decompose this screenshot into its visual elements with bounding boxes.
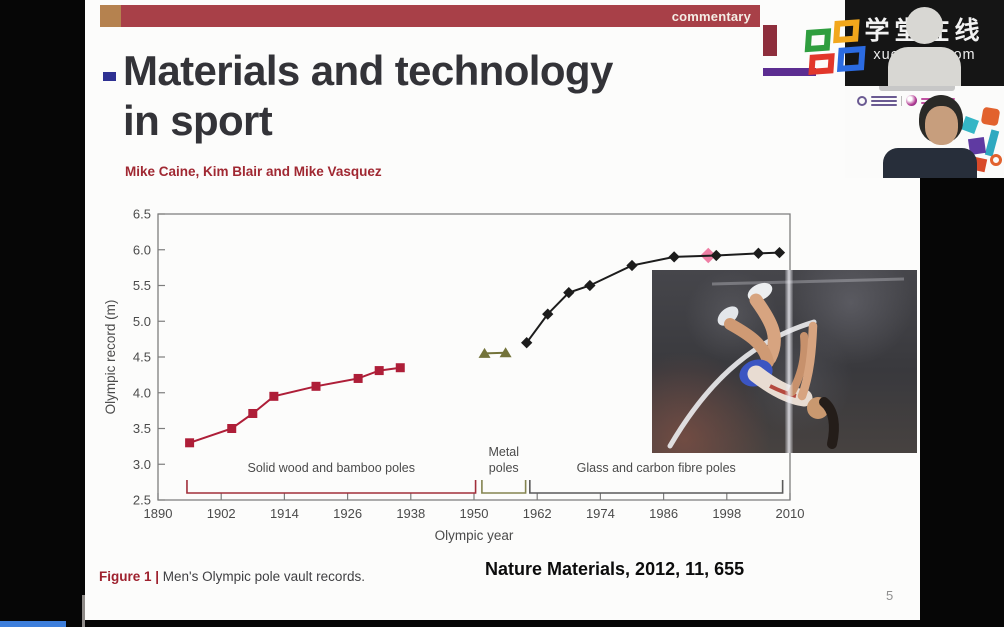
- commentary-label: commentary: [671, 8, 751, 24]
- svg-text:1902: 1902: [207, 506, 236, 521]
- title-bullet-dash: [103, 72, 116, 81]
- university-wordmark-icon: [871, 95, 897, 106]
- svg-text:1926: 1926: [333, 506, 362, 521]
- svg-text:3.0: 3.0: [133, 457, 151, 472]
- slide-shadow-edge: [82, 595, 85, 627]
- conference-logo-icon: [906, 95, 917, 106]
- svg-text:1986: 1986: [649, 506, 678, 521]
- svg-text:4.0: 4.0: [133, 385, 151, 400]
- presenter-face: [925, 106, 958, 145]
- xuetangx-logo-blue-tile: [836, 45, 866, 72]
- svg-text:1974: 1974: [586, 506, 615, 521]
- svg-text:1962: 1962: [523, 506, 552, 521]
- page-title-line2: in sport: [123, 97, 273, 144]
- svg-text:5.0: 5.0: [133, 314, 151, 329]
- svg-text:poles: poles: [489, 461, 519, 475]
- xuetangx-logo-green-tile: [804, 28, 832, 53]
- avatar-silhouette-icon: [906, 7, 943, 44]
- presenter-video-feed[interactable]: [845, 86, 1004, 178]
- commentary-banner: commentary: [100, 5, 760, 27]
- svg-text:Solid wood and bamboo poles: Solid wood and bamboo poles: [248, 461, 415, 475]
- page-title: Materials and technology in sport: [123, 46, 613, 146]
- pole-vaulter-figure: [667, 277, 905, 449]
- journal-reference: Nature Materials, 2012, 11, 655: [485, 559, 745, 579]
- logo-separator: [901, 95, 902, 106]
- video-watermark-panel: 学堂在线 xuetangx.com: [845, 0, 1004, 86]
- x-axis: 1890 1902 1914 1926 1938 1950 1962 1974 1986 1998…: [144, 493, 805, 543]
- svg-text:6.0: 6.0: [133, 242, 151, 257]
- svg-text:4.5: 4.5: [133, 350, 151, 365]
- banner-corner-chip: [763, 25, 777, 56]
- svg-text:Glass and carbon fibre poles: Glass and carbon fibre poles: [577, 461, 736, 475]
- presenter-shoulders: [883, 148, 977, 178]
- svg-text:1950: 1950: [460, 506, 489, 521]
- svg-text:1890: 1890: [144, 506, 173, 521]
- y-axis: 2.5 3.0 3.5 4.0 4.5 5.0 5.5 6.0 6.5 Olympic recor…: [103, 207, 165, 508]
- authors-line: Mike Caine, Kim Blair and Mike Vasquez: [125, 164, 382, 179]
- vault-standard-post: [785, 270, 793, 453]
- video-handle-pill: [879, 86, 955, 91]
- figure-caption-text: Men's Olympic pole vault records.: [159, 569, 365, 584]
- figure-caption-label: Figure 1 |: [99, 569, 160, 584]
- backdrop-graphic-shape: [980, 106, 1001, 127]
- slide-page-number: 5: [886, 588, 894, 603]
- purple-accent-bar: [763, 68, 816, 76]
- svg-text:5.5: 5.5: [133, 278, 151, 293]
- xuetangx-logo-red-tile: [808, 53, 835, 75]
- series-square: [185, 363, 405, 448]
- svg-text:6.5: 6.5: [133, 207, 151, 222]
- svg-text:2010: 2010: [776, 506, 805, 521]
- backdrop-graphic-shape: [961, 116, 979, 134]
- banner-tan-square: [100, 5, 121, 27]
- series-triangle: [478, 347, 512, 358]
- figure-caption: Figure 1 | Men's Olympic pole vault reco…: [99, 569, 365, 584]
- pole-vaulter-photo: [652, 270, 917, 453]
- page-title-line1: Materials and technology: [123, 47, 613, 94]
- webcam-overlay[interactable]: 学堂在线 xuetangx.com: [845, 0, 1004, 178]
- university-seal-icon: [857, 95, 867, 106]
- svg-text:2.5: 2.5: [133, 493, 151, 508]
- svg-text:1998: 1998: [712, 506, 741, 521]
- backdrop-graphic-shape: [990, 154, 1002, 166]
- x-axis-label: Olympic year: [435, 528, 514, 543]
- svg-text:1914: 1914: [270, 506, 299, 521]
- svg-text:3.5: 3.5: [133, 421, 151, 436]
- svg-text:Metal: Metal: [488, 445, 519, 459]
- pole-vault-chart: 2.5 3.0 3.5 4.0 4.5 5.0 5.5 6.0 6.5 Olympic recor…: [103, 207, 805, 544]
- video-progress-bar[interactable]: [0, 621, 66, 627]
- backdrop-graphic-shape: [984, 129, 1000, 157]
- xuetangx-logo-yellow-tile: [833, 19, 860, 44]
- y-axis-label: Olympic record (m): [103, 300, 118, 415]
- xuetangx-logo-icon: [804, 19, 868, 77]
- era-brackets: Solid wood and bamboo poles Metal poles Gla…: [186, 445, 784, 494]
- presentation-slide: commentary Materials and technology in s…: [85, 0, 920, 620]
- svg-text:1938: 1938: [396, 506, 425, 521]
- avatar-silhouette-body: [888, 47, 961, 86]
